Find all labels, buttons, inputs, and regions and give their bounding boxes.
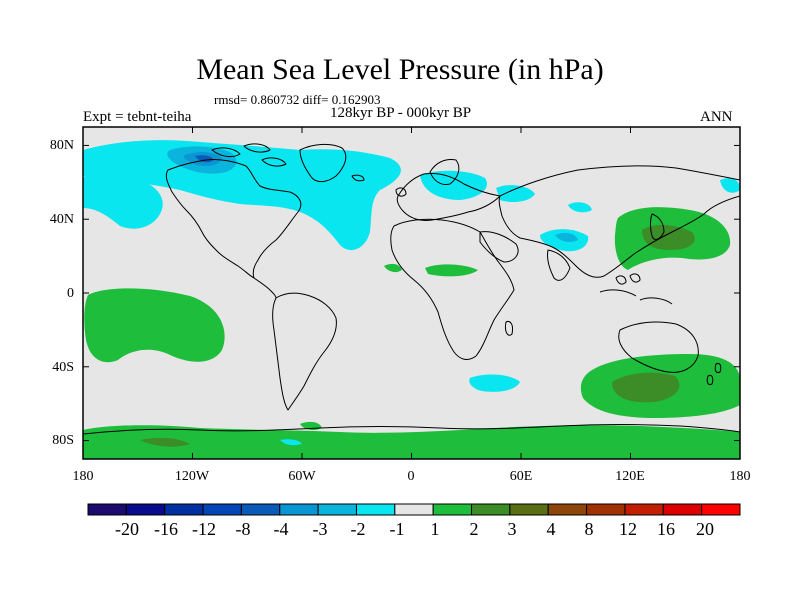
- legend-label-4: 4: [546, 519, 556, 539]
- experiment-label: Expt = tebnt-teiha: [83, 109, 192, 125]
- field-nw-pacific-positive-2: [642, 224, 695, 250]
- color-bar-swatch: [317, 503, 357, 516]
- x-tick-180e: 180: [729, 469, 751, 484]
- field-arctic-negative-4: [195, 155, 214, 163]
- x-tick-0: 0: [407, 469, 415, 484]
- legend-label-8: 8: [584, 519, 594, 539]
- period-label: 128kyr BP - 000kyr BP: [330, 105, 472, 121]
- color-bar-swatch: [125, 503, 166, 516]
- color-bar: [87, 503, 741, 516]
- legend-label-20: 20: [696, 519, 714, 539]
- field-sahel-positive-2: [384, 263, 402, 273]
- legend-label-3: 3: [507, 519, 517, 539]
- legend-label-m3: -3: [312, 519, 328, 539]
- field-eurasia-negative-2: [496, 185, 535, 202]
- field-ne-pacific-negative: [83, 173, 163, 229]
- axis-ticks: [82, 127, 741, 459]
- y-tick-0: 0: [67, 286, 74, 301]
- y-tick-80n: 80N: [49, 138, 74, 153]
- x-tick-120e: 120E: [615, 469, 645, 484]
- legend-label-m16: -16: [154, 519, 178, 539]
- field-antarctic-positive-3: [140, 437, 190, 447]
- field-arabian-negative-2: [555, 232, 578, 243]
- field-bering-negative: [720, 178, 740, 193]
- x-tick-120w: 120W: [174, 469, 210, 484]
- y-tick-80s: 80S: [52, 433, 74, 448]
- field-south-atlantic-negative: [469, 374, 520, 392]
- field-antarctic-negative: [280, 439, 302, 446]
- season-label: ANN: [700, 109, 733, 125]
- color-bar-swatch: [624, 503, 664, 516]
- legend-label-m20: -20: [115, 519, 139, 539]
- field-south-indian-positive-2: [612, 372, 680, 403]
- legend-label-2: 2: [469, 519, 479, 539]
- x-tick-180w: 180: [72, 469, 94, 484]
- color-bar-swatch: [701, 503, 741, 516]
- legend-label-m4: -4: [273, 519, 289, 539]
- field-sahel-positive: [425, 264, 478, 277]
- color-bar-swatch: [87, 503, 127, 516]
- legend-label-1: 1: [430, 519, 440, 539]
- y-tick-40n: 40N: [49, 212, 74, 227]
- field-eurasia-negative: [420, 170, 488, 200]
- color-bar-swatch: [432, 503, 473, 516]
- field-siberia-negative: [568, 202, 592, 213]
- color-bar-swatch: [240, 503, 281, 516]
- legend-label-m8: -8: [235, 519, 251, 539]
- x-tick-60e: 60E: [509, 469, 533, 484]
- color-bar-swatch: [547, 503, 588, 516]
- coastlines: [83, 143, 740, 435]
- field-north-atlantic-negative: [83, 140, 401, 251]
- legend-label-12: 12: [619, 519, 637, 539]
- legend-label-m2: -2: [350, 519, 366, 539]
- color-bar-swatch: [164, 503, 204, 516]
- legend-label-m1: -1: [389, 519, 405, 539]
- color-bar-swatch: [509, 503, 549, 516]
- color-bar-swatch: [471, 503, 511, 516]
- stats-text: rmsd= 0.860732 diff= 0.162903: [214, 92, 381, 107]
- color-bar-swatch: [586, 503, 626, 516]
- field-se-pacific-positive: [84, 288, 225, 363]
- anomaly-fields: [83, 140, 740, 459]
- color-bar-swatch: [355, 503, 396, 516]
- color-bar-swatch: [662, 503, 703, 516]
- color-bar-swatch: [279, 503, 319, 516]
- y-tick-40s: 40S: [52, 360, 74, 375]
- legend-label-m12: -12: [192, 519, 216, 539]
- color-bar-swatch: [394, 503, 434, 516]
- legend-label-16: 16: [657, 519, 675, 539]
- color-bar-swatch: [202, 503, 242, 516]
- x-tick-60w: 60W: [288, 469, 316, 484]
- plot-title: Mean Sea Level Pressure (in hPa): [196, 53, 604, 86]
- field-antarctic-positive: [83, 425, 740, 459]
